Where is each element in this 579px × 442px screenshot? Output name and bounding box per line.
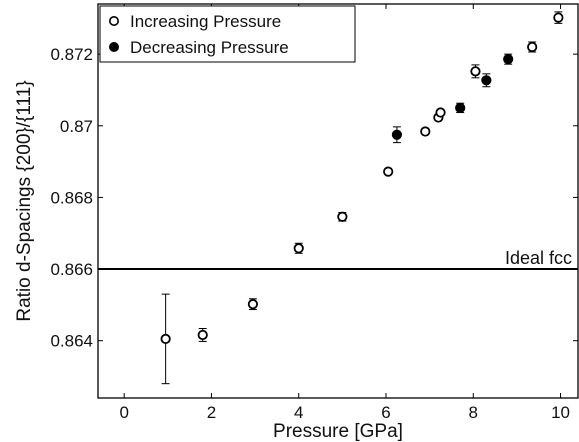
increasing-pressure-point [527,41,538,53]
decreasing-pressure-point [503,53,514,65]
x-tick-label: 6 [381,403,390,422]
x-tick-label: 2 [207,403,216,422]
reference-lines: Ideal fcc [98,248,578,271]
open-circle-marker [337,211,348,222]
x-axis-title: Pressure [GPa] [273,421,403,442]
ideal-fcc-label: Ideal fcc [505,248,572,268]
open-circle-marker [470,66,481,77]
data-points [160,11,564,385]
y-tick-label: 0.872 [50,45,93,64]
x-tick-label: 0 [119,403,128,422]
legend-box [99,5,356,63]
x-tick-label: 10 [551,403,570,422]
increasing-pressure-point [293,242,304,254]
increasing-pressure-point [337,211,348,222]
increasing-pressure-point [160,293,171,385]
y-tick-label: 0.868 [50,188,93,207]
open-circle-marker [293,243,304,254]
decreasing-pressure-point [455,102,466,114]
y-axis-title: Ratio d-Spacings {200}/{111} [14,80,35,321]
legend-label: Increasing Pressure [130,12,281,31]
open-circle-marker [553,12,564,23]
y-tick-label: 0.864 [50,332,93,351]
filled-circle-marker [455,102,466,113]
increasing-pressure-point [197,328,208,342]
open-circle-marker [435,107,446,118]
open-circle-marker [527,41,538,53]
legend-marker [109,15,120,26]
open-circle-marker [420,126,431,137]
x-tick-label: 8 [469,403,478,422]
increasing-pressure-point [420,126,431,137]
increasing-pressure-point [553,11,564,24]
axis-ticks: 0 2 4 6 8 10 0.864 0.866 0.868 0.87 0.872 [50,4,578,422]
plot-area [97,3,579,399]
y-tick-label: 0.87 [60,117,93,136]
increasing-pressure-point [435,107,446,118]
decreasing-pressure-point [391,126,403,144]
open-circle-marker [197,329,208,341]
y-tick-label: 0.866 [50,260,93,279]
increasing-pressure-point [383,166,394,177]
increasing-pressure-point [470,64,481,79]
legend: Increasing Pressure Decreasing Pressure [99,5,356,63]
increasing-pressure-point [247,298,259,311]
open-circle-marker [383,166,394,177]
x-tick-label: 4 [294,403,303,422]
legend-marker [109,41,120,52]
filled-circle-marker [391,129,403,140]
legend-label: Decreasing Pressure [130,38,289,57]
plot-border [97,3,579,399]
open-circle-marker [160,333,171,344]
filled-circle-marker [503,54,514,65]
decreasing-pressure-point [481,73,492,88]
open-circle-marker [247,299,259,310]
filled-circle-marker [481,75,492,86]
